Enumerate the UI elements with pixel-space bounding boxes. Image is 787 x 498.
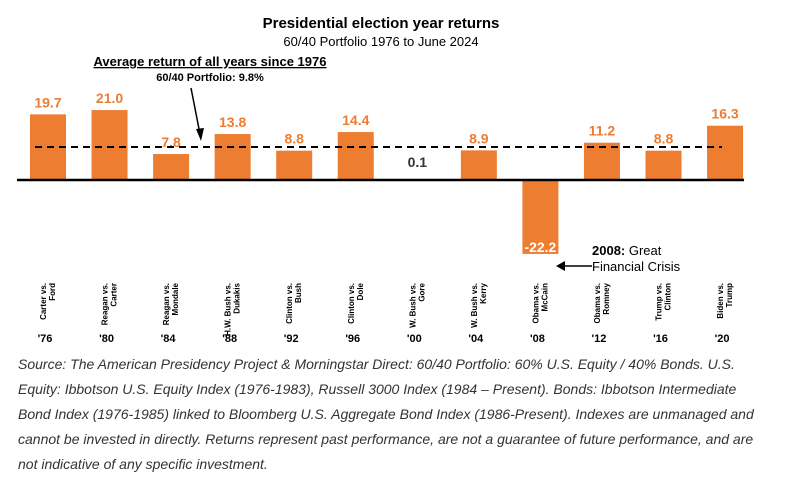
year-tick-label: '12 — [592, 333, 607, 345]
bar — [91, 110, 128, 180]
year-tick-label: '20 — [715, 333, 730, 345]
bar — [583, 142, 620, 180]
year-tick-label: '96 — [345, 333, 360, 345]
year-tick-label: '00 — [407, 333, 422, 345]
matchup-label: Reagan vs. — [162, 283, 171, 325]
average-arrow — [190, 87, 201, 135]
matchup-label: McCain — [540, 283, 549, 312]
matchup-label: Gore — [417, 282, 426, 301]
bar — [337, 132, 374, 180]
bar-value-label: 13.8 — [219, 114, 246, 130]
year-tick-label: '88 — [222, 333, 237, 345]
crisis-annotation-line2: Financial Crisis — [592, 259, 681, 274]
source-note: Source: The American Presidency Project … — [18, 356, 754, 472]
year-tick-label: '08 — [530, 333, 545, 345]
matchup-label: Obama vs. — [531, 283, 540, 323]
chart-subtitle: 60/40 Portfolio 1976 to June 2024 — [283, 34, 478, 49]
bar — [214, 134, 251, 180]
matchup-label: Clinton — [664, 283, 673, 311]
matchup-label: Trump vs. — [655, 283, 664, 321]
bar-value-label: -22.2 — [524, 239, 556, 255]
crisis-annotation-line1: 2008: Great — [592, 243, 662, 258]
crisis-arrow-head — [556, 261, 565, 271]
bar-value-label: 19.7 — [34, 94, 61, 110]
matchup-label: H.W. Bush vs. — [224, 283, 233, 336]
bar-value-label: 0.1 — [408, 154, 428, 170]
year-tick-label: '84 — [161, 333, 177, 345]
matchup-label: Carter — [110, 283, 119, 307]
matchup-label: W. Bush vs. — [408, 283, 417, 328]
year-tick-label: '92 — [284, 333, 299, 345]
year-tick-label: '04 — [468, 333, 484, 345]
matchup-label: Dole — [356, 282, 365, 300]
matchup-label: Trump — [725, 283, 734, 308]
matchup-label: Mondale — [171, 282, 180, 315]
matchup-label: Dukakis — [233, 282, 242, 313]
matchup-label: Clinton vs. — [285, 283, 294, 324]
bar-value-label: 16.3 — [711, 106, 738, 122]
bar — [707, 125, 744, 180]
matchup-label: Clinton vs. — [347, 283, 356, 324]
year-tick-label: '80 — [99, 333, 114, 345]
bar-value-label: 7.8 — [161, 134, 181, 150]
matchup-label: Obama vs. — [593, 283, 602, 323]
year-tick-label: '76 — [38, 333, 53, 345]
matchup-label: W. Bush vs. — [470, 283, 479, 328]
year-tick-label: '16 — [653, 333, 668, 345]
bar-value-label: 8.9 — [469, 130, 489, 146]
matchup-label: Biden vs. — [716, 283, 725, 319]
matchup-label: Ford — [48, 283, 57, 301]
bar — [460, 150, 497, 180]
average-label: Average return of all years since 1976 — [94, 54, 327, 69]
chart-title: Presidential election year returns — [263, 15, 500, 32]
matchup-label: Bush — [294, 283, 303, 303]
bar-value-label: 14.4 — [342, 112, 369, 128]
bar — [276, 150, 313, 180]
average-sublabel: 60/40 Portfolio: 9.8% — [156, 72, 264, 84]
bar-value-label: 21.0 — [96, 90, 123, 106]
crisis-annotation-year: 2008: — [592, 243, 625, 258]
matchup-label: Kerry — [479, 282, 488, 303]
bar — [153, 154, 190, 180]
bar-value-label: 8.8 — [284, 131, 304, 147]
bar — [522, 180, 559, 254]
bar-value-label: 8.8 — [654, 131, 674, 147]
bar — [645, 150, 682, 180]
matchup-label: Carter vs. — [39, 283, 48, 320]
bar-value-label: 11.2 — [589, 123, 616, 139]
election-returns-chart: Presidential election year returns 60/40… — [17, 15, 744, 345]
crisis-annotation-word: Great — [625, 243, 662, 258]
matchup-label: Reagan vs. — [101, 283, 110, 325]
matchup-label: Romney — [602, 282, 611, 314]
average-arrow-head — [196, 128, 204, 141]
